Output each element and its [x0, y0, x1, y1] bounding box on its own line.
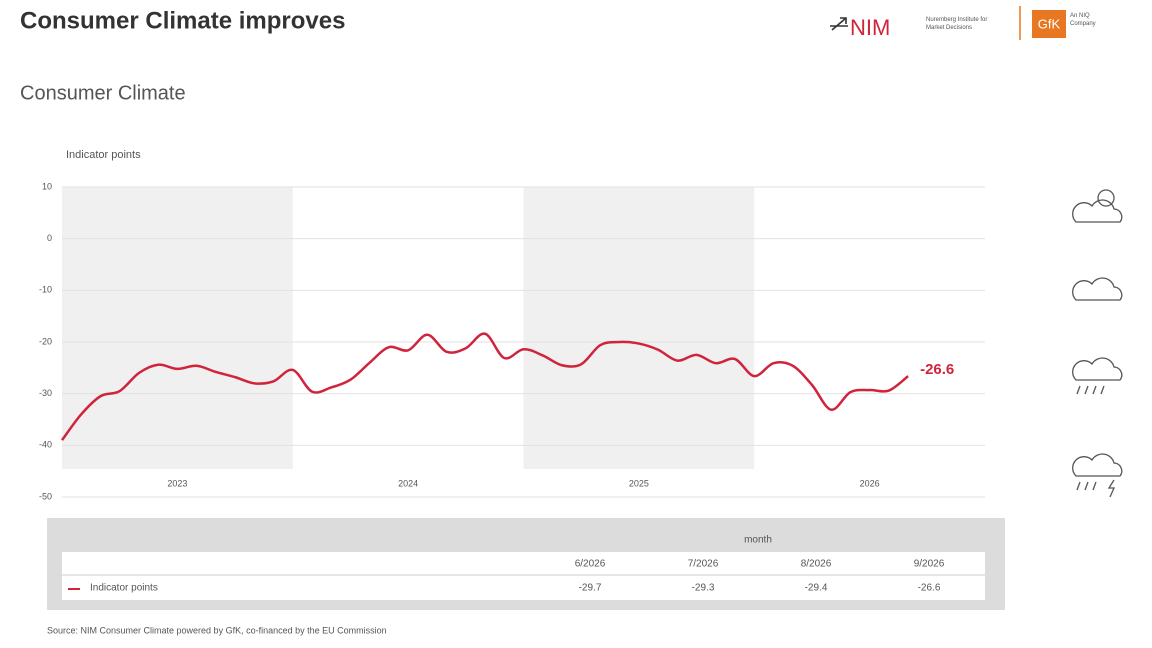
logo-gfk: GfK	[1038, 16, 1061, 31]
x-group-label: 2024	[398, 478, 418, 488]
table-value: -29.3	[692, 583, 715, 594]
logo-gfk-sub-box: An NIQ Company	[1070, 13, 1096, 27]
table-value: -29.4	[805, 583, 828, 594]
x-group-label: 2025	[629, 478, 649, 488]
plot: 2023 2024 2025 2026 10 0 -10 -20 -30 -40 -50 -26.6	[39, 181, 985, 501]
table-column-label: 8/2026	[801, 559, 832, 570]
series-line	[60, 332, 909, 441]
year-band	[523, 187, 755, 469]
table-header: month	[744, 535, 772, 546]
logo-nim-sub: Nuremberg Institute for Market Decisions	[926, 17, 988, 31]
page-title: Consumer Climate improves	[20, 7, 345, 34]
logo-gfk-sub: An NIQ Company	[1070, 13, 1096, 27]
table-cells: 6/2026 -29.7 7/2026 -29.3 8/2026 -29.4 9/2026 -…	[575, 559, 945, 594]
table-value: -29.7	[579, 583, 602, 594]
table-column-label: 9/2026	[914, 559, 945, 570]
y-tick-label: 0	[47, 233, 52, 243]
logo-nim-sub-box: Nuremberg Institute for Market Decisions	[926, 17, 988, 31]
source: Source: NIM Consumer Climate powered by …	[47, 625, 387, 635]
y-tick-label: -50	[39, 491, 52, 501]
table-column-label: 6/2026	[575, 559, 606, 570]
y-axis-label: Indicator points	[66, 149, 141, 161]
y-tick-label: -40	[39, 440, 52, 450]
logo-gfk-box	[1032, 10, 1066, 38]
weather-icons	[1072, 189, 1123, 498]
x-group-label: 2023	[167, 478, 187, 488]
table-column-label: 7/2026	[688, 559, 719, 570]
chart-title: Consumer Climate	[20, 82, 186, 104]
y-tick-label: -30	[39, 388, 52, 398]
end-value-label: -26.6	[920, 361, 954, 378]
table-body	[62, 552, 985, 600]
year-band	[62, 187, 293, 469]
table-value: -26.6	[918, 583, 941, 594]
y-tick-label: -20	[39, 336, 52, 346]
y-tick-label: -10	[39, 285, 52, 295]
legend-label: Indicator points	[90, 583, 158, 594]
logo-arrow	[830, 17, 848, 31]
logo-nim: NIM	[850, 15, 890, 40]
x-group-label: 2026	[860, 478, 880, 488]
y-tick-label: 10	[42, 181, 52, 191]
